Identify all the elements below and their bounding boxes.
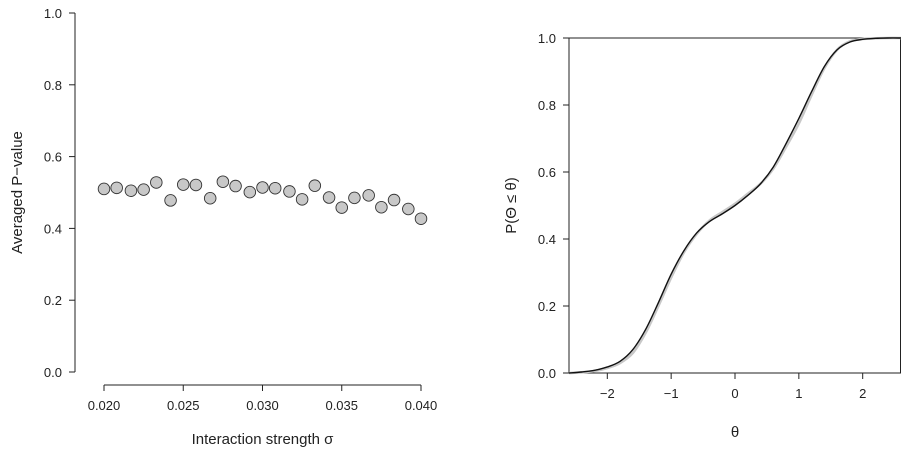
left-x-axis-label: Interaction strength σ <box>192 431 335 448</box>
left-x-tick-label: 0.030 <box>246 398 279 413</box>
scatter-point <box>110 181 123 195</box>
right-axes: 0.0 0.2 0.4 0.6 0.8 1.0 −2 −1 0 1 2 <box>538 31 901 401</box>
left-x-tick-label: 0.020 <box>88 398 121 413</box>
left-x-tick-label: 0.040 <box>405 398 438 413</box>
scatter-point <box>176 178 190 191</box>
scatter-point <box>124 184 138 197</box>
scatter-point <box>362 189 375 202</box>
scatter-point <box>150 176 163 189</box>
right-x-axis-label: θ <box>731 424 739 441</box>
right-y-tick-label: 0.4 <box>538 232 556 247</box>
scatter-point <box>203 191 217 205</box>
scatter-point <box>268 181 282 195</box>
scatter-point <box>322 191 336 204</box>
right-x-tick-label: 0 <box>731 386 738 401</box>
right-lines <box>568 36 901 375</box>
scatter-point <box>295 193 309 206</box>
right-y-axis-label: P(Θ ≤ θ) <box>503 177 520 234</box>
scatter-point <box>216 175 230 188</box>
scatter-point <box>387 193 401 207</box>
right-x-tick-label: −2 <box>600 386 615 401</box>
scatter-point <box>137 183 150 196</box>
left-y-tick-label: 1.0 <box>44 6 62 21</box>
left-x-tick-label: 0.035 <box>325 398 358 413</box>
left-x-tick-label: 0.025 <box>167 398 200 413</box>
left-scatter-panel: 0.0 0.2 0.4 0.6 0.8 1.0 0.020 0.025 0.030 0.035 0.… <box>9 6 437 448</box>
scatter-point <box>414 212 428 225</box>
cdf-line-black <box>568 37 901 374</box>
right-y-tick-label: 0.0 <box>538 366 556 381</box>
right-y-tick-label: 0.6 <box>538 165 556 180</box>
left-y-tick-label: 0.0 <box>44 365 62 380</box>
left-y-tick-label: 0.6 <box>44 150 62 165</box>
right-x-tick-label: −1 <box>664 386 679 401</box>
scatter-point <box>348 191 361 205</box>
right-x-tick-label: 2 <box>859 386 866 401</box>
scatter-point <box>335 201 349 214</box>
right-y-tick-label: 0.8 <box>538 98 556 113</box>
scatter-point <box>402 202 415 216</box>
scatter-point <box>375 200 388 214</box>
left-y-axis-label: Averaged P−value <box>9 131 26 254</box>
scatter-point <box>97 182 111 196</box>
right-cdf-panel: 0.0 0.2 0.4 0.6 0.8 1.0 −2 −1 0 1 2 θ P(Θ ≤ θ) <box>503 31 901 441</box>
right-y-tick-label: 1.0 <box>538 31 556 46</box>
scatter-point <box>189 178 203 192</box>
left-points <box>97 175 428 225</box>
left-y-tick-label: 0.8 <box>44 78 62 93</box>
right-x-tick-label: 1 <box>795 386 802 401</box>
scatter-point <box>243 185 257 199</box>
left-axes: 0.0 0.2 0.4 0.6 0.8 1.0 0.020 0.025 0.030 0.035 0.… <box>44 6 437 413</box>
right-y-tick-label: 0.2 <box>538 299 556 314</box>
left-y-tick-label: 0.4 <box>44 221 62 236</box>
scatter-point <box>229 179 242 193</box>
scatter-point <box>308 179 322 192</box>
scatter-point <box>256 181 269 194</box>
left-y-tick-label: 0.2 <box>44 293 62 308</box>
scatter-point <box>283 185 296 198</box>
scatter-point <box>164 194 177 207</box>
